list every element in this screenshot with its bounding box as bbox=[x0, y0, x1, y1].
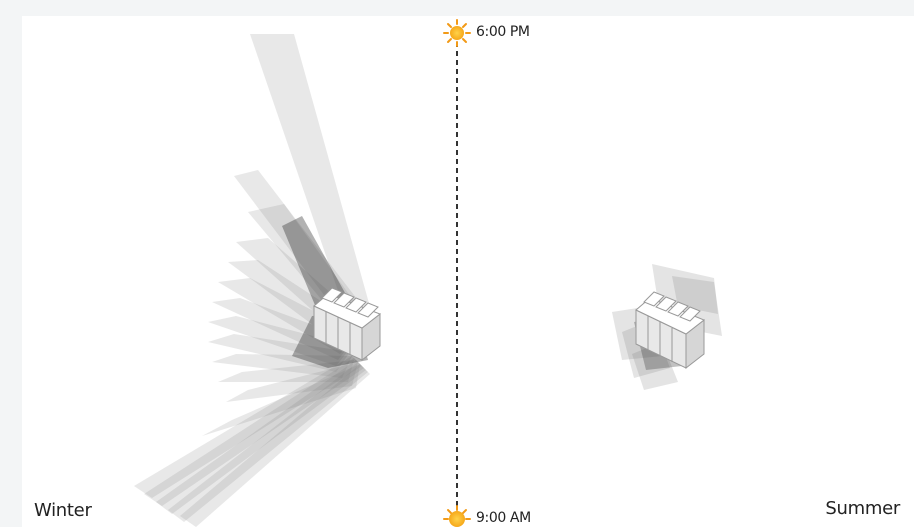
solar-shadow-diagram: 6:00 PM 9:00 AM Winter Summer bbox=[22, 16, 914, 527]
winter-shadow-morning-3 bbox=[202, 364, 360, 436]
sun-icon bbox=[443, 19, 471, 47]
summer-building bbox=[635, 291, 705, 370]
season-label-summer: Summer bbox=[825, 498, 900, 519]
winter-shadow-evening bbox=[250, 34, 372, 320]
winter-shadow-early-1 bbox=[134, 356, 362, 498]
time-label-top: 6:00 PM bbox=[476, 24, 530, 40]
winter-shadow-midday-3 bbox=[212, 298, 354, 360]
summer-shadow-cluster bbox=[612, 264, 722, 390]
winter-shadow-noon-2 bbox=[208, 334, 350, 372]
diagram-canvas bbox=[134, 19, 722, 527]
winter-building bbox=[313, 287, 382, 362]
sun-icon bbox=[443, 505, 471, 527]
winter-shadow-fan bbox=[134, 34, 372, 527]
winter-shadow-noon-1 bbox=[208, 316, 352, 366]
season-label-winter: Winter bbox=[34, 500, 92, 521]
winter-shadow-early-4 bbox=[168, 362, 368, 522]
winter-shadow-morning-1 bbox=[218, 360, 354, 382]
winter-shadow-early-2 bbox=[144, 358, 364, 506]
winter-shadow-early-3 bbox=[156, 360, 366, 514]
winter-shadow-early-5 bbox=[180, 364, 370, 527]
winter-shadow-morning-2 bbox=[226, 362, 358, 402]
time-label-bottom: 9:00 AM bbox=[476, 510, 531, 526]
winter-shadow-noon-3 bbox=[212, 354, 352, 378]
